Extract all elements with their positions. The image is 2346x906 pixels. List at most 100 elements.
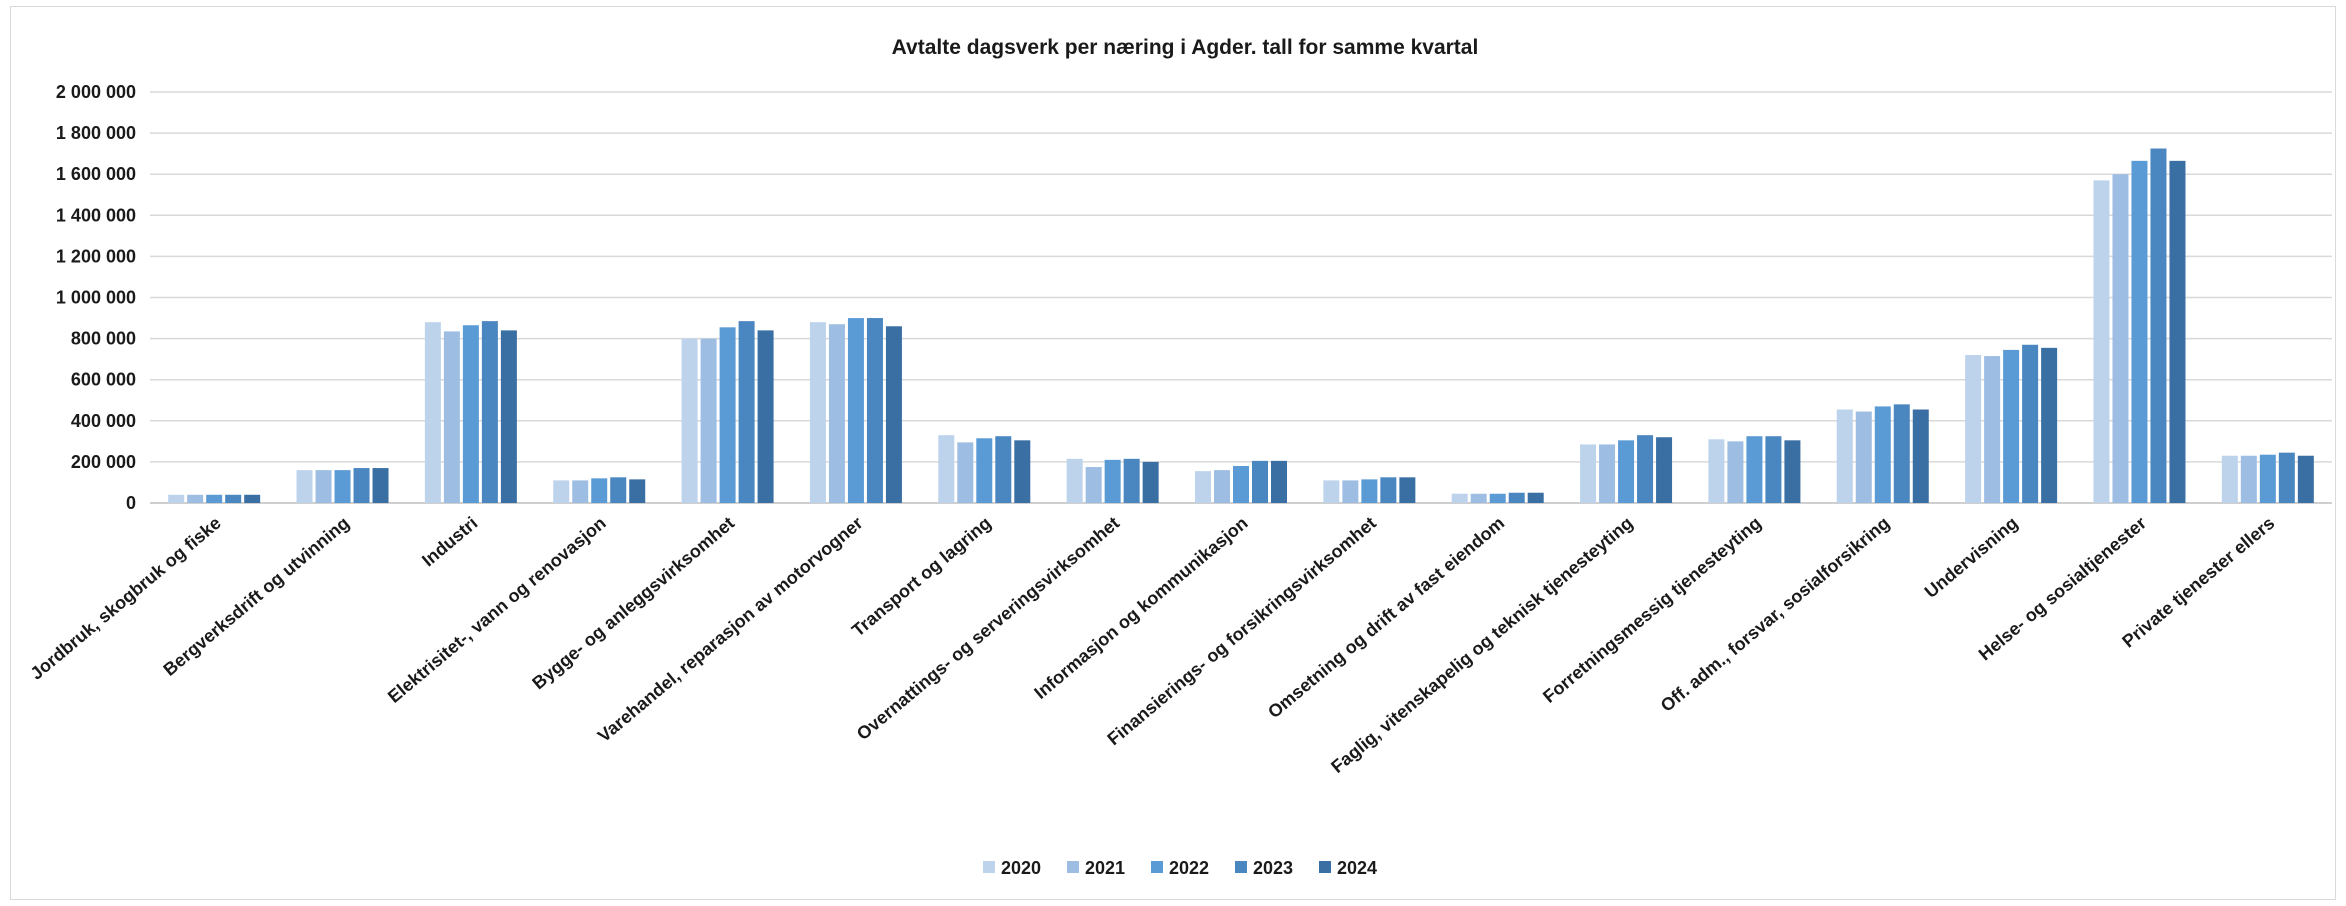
bar: [2093, 180, 2110, 504]
bar: [315, 470, 332, 503]
bar: [2259, 454, 2276, 503]
legend-swatch: [1235, 861, 1247, 873]
bar: [995, 436, 1012, 503]
x-tick-label: Overnattings- og serveringsvirksomhet: [853, 513, 1123, 744]
bar: [591, 478, 608, 503]
bar: [885, 326, 902, 503]
y-tick-label: 0: [126, 493, 136, 513]
legend-label: 2024: [1337, 858, 1377, 878]
bar: [847, 318, 864, 503]
y-tick-label: 800 000: [71, 329, 136, 349]
bar: [1855, 411, 1872, 503]
legend-swatch: [1067, 861, 1079, 873]
bar: [1195, 471, 1211, 503]
bar: [481, 321, 498, 503]
bar: [2240, 455, 2257, 503]
bar: [1489, 493, 1506, 503]
bar: [500, 330, 517, 503]
bar: [1912, 409, 1929, 503]
legend-label: 2023: [1253, 858, 1293, 878]
bar: [976, 438, 993, 503]
x-tick-label: Industri: [418, 513, 481, 571]
bar: [2221, 455, 2238, 503]
x-tick-label: Bygge- og anleggsvirksomhet: [528, 513, 738, 694]
bar: [353, 468, 370, 503]
bar: [2278, 452, 2295, 503]
legend: 2020 2021 2022 2023 2024: [983, 858, 1377, 878]
bar: [1893, 404, 1910, 503]
y-tick-label: 400 000: [71, 411, 136, 431]
bar: [1746, 436, 1763, 503]
bar: [1784, 440, 1801, 503]
bar: [957, 442, 974, 503]
y-tick-label: 1 000 000: [56, 288, 136, 308]
bar: [187, 494, 204, 503]
y-axis: 0 200 000 400 000 600 000 800 000 1 000 000 1 …: [56, 82, 136, 513]
bar: [168, 494, 185, 503]
legend-swatch: [983, 861, 995, 873]
bar: [1708, 439, 1725, 503]
bar: [1836, 409, 1853, 503]
bar: [462, 325, 479, 503]
bar: [866, 318, 883, 503]
bar: [1066, 458, 1083, 503]
x-tick-label: Transport og lagring: [848, 513, 995, 641]
bar: [572, 480, 589, 503]
chart-title: Avtalte dagsverk per næring i Agder. tal…: [892, 36, 1479, 59]
bar: [2150, 148, 2167, 503]
x-tick-label: Faglig, vitenskapelig og teknisk tjenest…: [1327, 513, 1636, 777]
bar: [2169, 160, 2186, 503]
bar: [225, 494, 242, 503]
bar: [1527, 492, 1544, 503]
bar: [1123, 458, 1140, 503]
y-tick-label: 200 000: [71, 452, 136, 472]
chart-frame: [10, 6, 2336, 900]
bar: [1599, 444, 1616, 503]
bar: [1214, 470, 1230, 503]
y-tick-label: 600 000: [71, 370, 136, 390]
bar: [1580, 444, 1597, 503]
x-tick-label: Off. adm., forsvar, sosialforsikring: [1657, 513, 1894, 716]
bar: [296, 470, 313, 503]
bar: [610, 477, 627, 503]
bar: [2041, 347, 2058, 503]
bar: [809, 322, 826, 503]
bar: [1361, 479, 1378, 503]
bar: [1765, 436, 1782, 503]
legend-label: 2020: [1001, 858, 1041, 878]
bar: [1451, 493, 1468, 503]
bar: [1085, 467, 1102, 503]
bar: [700, 338, 717, 503]
x-axis: Jordbruk, skogbruk og fiskeBergverksdrif…: [26, 513, 2278, 777]
y-tick-label: 1 200 000: [56, 246, 136, 266]
x-tick-label: Undervisning: [1921, 513, 2022, 602]
legend-swatch: [1151, 861, 1163, 873]
bar: [2003, 349, 2020, 503]
legend-swatch: [1319, 861, 1331, 873]
bar: [1014, 440, 1031, 503]
bar: [1399, 477, 1416, 503]
bar: [244, 494, 261, 503]
bar: [1874, 406, 1891, 503]
y-tick-label: 1 800 000: [56, 123, 136, 143]
x-tick-label: Forretningsmessig tjenesteyting: [1539, 513, 1765, 707]
y-tick-label: 2 000 000: [56, 82, 136, 102]
legend-label: 2022: [1169, 858, 1209, 878]
bar: [1252, 460, 1268, 503]
x-tick-label: Informasjon og kommunikasjon: [1030, 513, 1251, 703]
bar: [738, 321, 755, 503]
bar: [681, 338, 698, 503]
bar: [1142, 461, 1159, 503]
bar: [828, 324, 845, 503]
bar: [1271, 460, 1287, 503]
bar: [1233, 466, 1249, 503]
bar: [372, 468, 389, 503]
bar: [2131, 160, 2148, 503]
bar: [1380, 477, 1397, 503]
bar: [1984, 356, 2001, 503]
bar: [2112, 174, 2129, 503]
x-tick-label: Omsetning og drift av fast eiendom: [1264, 513, 1508, 722]
x-tick-label: Elektrisitet-, vann og renovasjon: [384, 513, 610, 707]
bar: [424, 322, 441, 503]
